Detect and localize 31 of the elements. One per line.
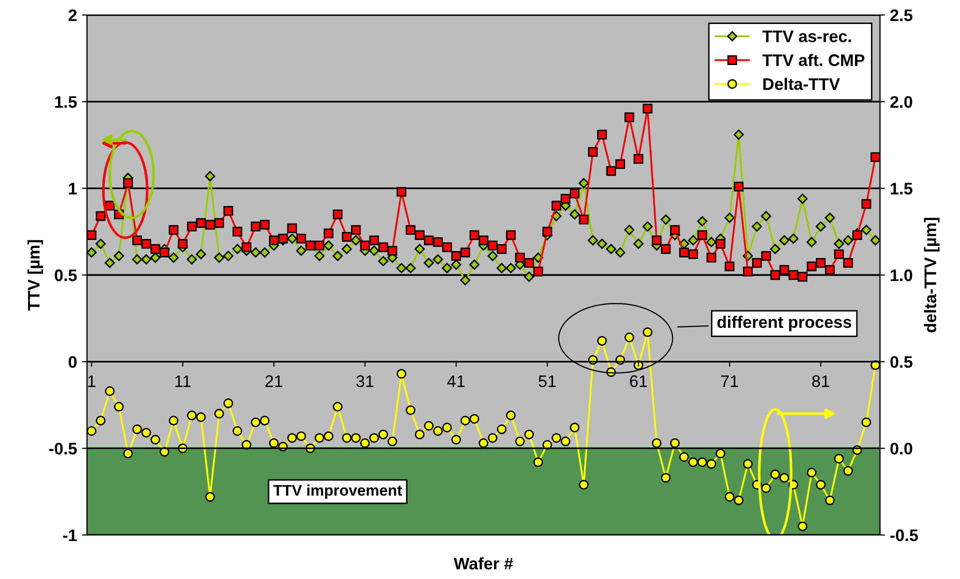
y-axis-title: TTV [µm] bbox=[27, 240, 44, 311]
legend-label: TTV as-rec. bbox=[762, 30, 851, 42]
x-axis-title: Wafer # bbox=[454, 557, 514, 570]
x-tick-label: 11 bbox=[175, 375, 191, 387]
y2-tick-label: 1.5 bbox=[890, 182, 912, 195]
y2-tick-label: 0.5 bbox=[890, 356, 912, 368]
y-tick-label: 2 bbox=[68, 9, 77, 22]
x-tick-label: 61 bbox=[630, 375, 647, 388]
band-label: TTV improvement bbox=[273, 484, 402, 499]
x-tick-label: 71 bbox=[721, 375, 738, 387]
y2-tick-label: 1.0 bbox=[890, 269, 912, 282]
x-tick-label: 81 bbox=[812, 375, 830, 388]
annotation: different process bbox=[717, 316, 852, 332]
legend-label: Delta-TTV bbox=[763, 78, 840, 90]
y2-tick-label: 2.5 bbox=[890, 9, 912, 22]
y-tick-label: -0.5 bbox=[49, 442, 77, 455]
y-tick-label: 0 bbox=[68, 356, 77, 368]
x-tick-label: 31 bbox=[356, 375, 374, 388]
legend-label: TTV aft. CMP bbox=[762, 54, 864, 66]
y-tick-label: 0.5 bbox=[54, 269, 77, 282]
y-tick-label: 1.5 bbox=[55, 96, 77, 108]
y2-tick-label: -0.5 bbox=[890, 529, 918, 542]
y2-axis-title: delta-TTV [µm] bbox=[924, 218, 940, 332]
y-tick-label: -1 bbox=[63, 530, 77, 542]
y2-tick-label: 2.0 bbox=[890, 96, 912, 108]
x-tick-label: 51 bbox=[538, 375, 556, 388]
y2-tick-label: 0.0 bbox=[890, 442, 912, 455]
y-tick-label: 1 bbox=[69, 182, 77, 194]
x-tick-label: 1 bbox=[88, 375, 96, 387]
x-tick-label: 21 bbox=[265, 375, 282, 387]
x-tick-label: 41 bbox=[447, 375, 465, 387]
